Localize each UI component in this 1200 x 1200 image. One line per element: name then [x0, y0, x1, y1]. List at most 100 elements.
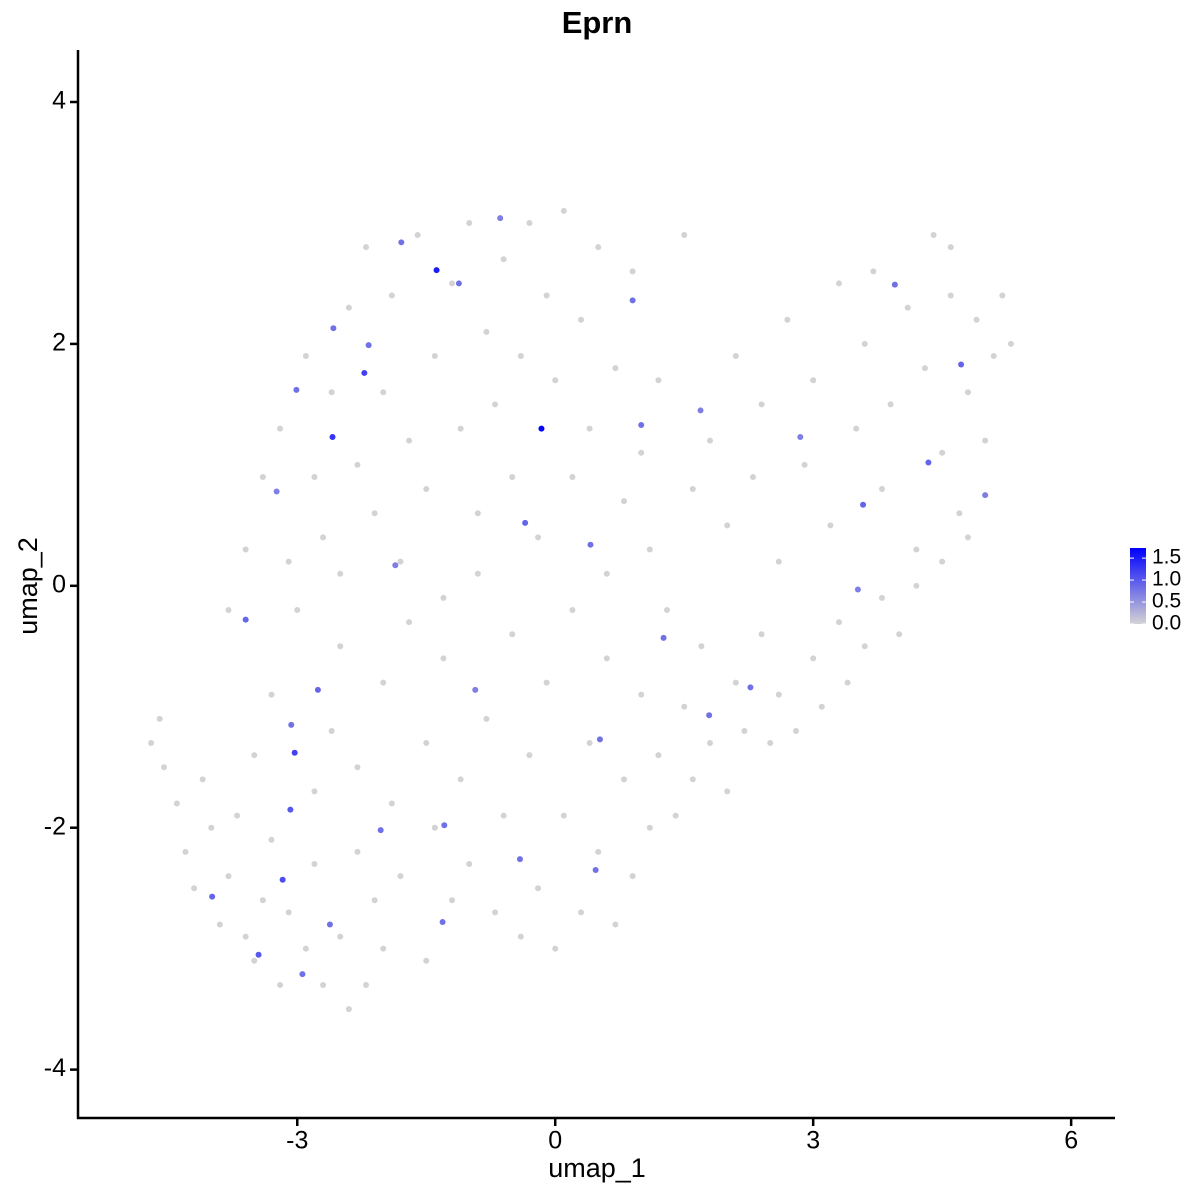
point — [173, 800, 180, 807]
point — [406, 437, 413, 444]
point — [225, 873, 232, 880]
point — [655, 377, 662, 384]
point — [466, 219, 473, 226]
point — [891, 281, 898, 288]
point — [388, 800, 395, 807]
point — [758, 631, 765, 638]
point — [483, 715, 490, 722]
point — [681, 703, 688, 710]
point — [406, 619, 413, 626]
point — [191, 885, 198, 892]
point — [423, 957, 430, 964]
point — [939, 449, 946, 456]
point — [560, 812, 567, 819]
chart-title: Eprn — [562, 5, 633, 40]
point — [797, 434, 804, 441]
point — [835, 619, 842, 626]
point — [810, 655, 817, 662]
point — [329, 434, 336, 441]
point — [277, 981, 284, 988]
colorbar-label: 0.0 — [1152, 612, 1181, 635]
point — [455, 280, 462, 287]
point — [681, 232, 688, 239]
point — [638, 691, 645, 698]
point — [293, 386, 300, 393]
point — [792, 727, 799, 734]
point — [414, 232, 421, 239]
point — [433, 267, 440, 274]
point — [449, 897, 456, 904]
point — [844, 679, 851, 686]
point — [939, 558, 946, 565]
point — [595, 848, 602, 855]
point — [268, 691, 275, 698]
point — [337, 570, 344, 577]
point — [345, 304, 352, 311]
point — [741, 727, 748, 734]
point — [724, 788, 731, 795]
point — [330, 325, 337, 332]
point — [775, 558, 782, 565]
point — [638, 449, 645, 456]
point — [234, 812, 241, 819]
point — [440, 655, 447, 662]
point — [492, 401, 499, 408]
point — [156, 715, 163, 722]
point — [596, 736, 603, 743]
point — [517, 353, 524, 360]
point — [586, 425, 593, 432]
point — [259, 473, 266, 480]
point — [302, 945, 309, 952]
point — [767, 740, 774, 747]
point — [440, 594, 447, 601]
point — [268, 836, 275, 843]
point — [363, 244, 370, 251]
colorbar-label: 0.5 — [1152, 590, 1181, 613]
point — [603, 655, 610, 662]
point — [861, 340, 868, 347]
point — [646, 824, 653, 831]
point — [287, 806, 294, 813]
point — [543, 679, 550, 686]
point — [225, 607, 232, 614]
point — [707, 437, 714, 444]
point — [526, 219, 533, 226]
point — [288, 721, 295, 728]
point — [377, 827, 384, 834]
point — [646, 546, 653, 553]
point — [964, 389, 971, 396]
point — [388, 292, 395, 299]
point — [535, 534, 542, 541]
point — [538, 425, 545, 432]
point — [747, 684, 754, 691]
point — [629, 268, 636, 275]
point — [472, 686, 479, 693]
point — [552, 945, 559, 952]
y-tick-label: 4 — [52, 87, 66, 115]
point — [326, 921, 333, 928]
point — [982, 437, 989, 444]
point — [672, 812, 679, 819]
point — [449, 280, 456, 287]
point — [302, 353, 309, 360]
point — [775, 691, 782, 698]
point — [818, 703, 825, 710]
point — [732, 679, 739, 686]
point — [251, 752, 258, 759]
point — [930, 232, 937, 239]
point — [354, 461, 361, 468]
point — [299, 971, 306, 978]
point — [380, 945, 387, 952]
point — [279, 876, 286, 883]
point — [569, 607, 576, 614]
point — [543, 292, 550, 299]
point — [380, 679, 387, 686]
point — [587, 541, 594, 548]
point — [947, 244, 954, 251]
x-axis-title: umap_1 — [548, 1153, 646, 1183]
point — [314, 686, 321, 693]
point — [208, 824, 215, 831]
point — [441, 822, 448, 829]
point — [801, 461, 808, 468]
